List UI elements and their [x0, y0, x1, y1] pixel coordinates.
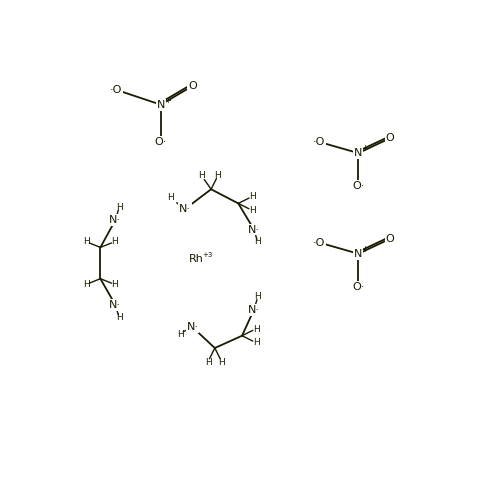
Text: N: N: [353, 249, 362, 259]
Text: N·: N·: [186, 322, 198, 332]
Text: O: O: [385, 133, 394, 143]
Text: N·: N·: [248, 304, 259, 315]
Text: H: H: [252, 338, 259, 347]
Text: N·: N·: [109, 215, 121, 225]
Text: H: H: [111, 280, 118, 289]
Text: N: N: [156, 100, 165, 110]
Text: H: H: [111, 237, 118, 246]
Text: H: H: [115, 203, 122, 212]
Text: N·: N·: [248, 225, 259, 235]
Text: N·: N·: [109, 300, 121, 310]
Text: H: H: [115, 313, 122, 322]
Text: H: H: [254, 292, 261, 301]
Text: H: H: [83, 237, 89, 246]
Text: +: +: [164, 96, 170, 105]
Text: O·: O·: [351, 181, 364, 191]
Text: H: H: [249, 206, 255, 214]
Text: N: N: [353, 148, 362, 158]
Text: O: O: [385, 234, 394, 244]
Text: H: H: [254, 237, 261, 246]
Text: ·O: ·O: [312, 238, 324, 247]
Text: H: H: [198, 170, 205, 180]
Text: +: +: [361, 245, 368, 254]
Text: ·O: ·O: [312, 137, 324, 147]
Text: +: +: [361, 144, 368, 153]
Text: H: H: [167, 193, 174, 202]
Text: H: H: [177, 330, 183, 339]
Text: ·O: ·O: [109, 85, 122, 95]
Text: H: H: [249, 192, 255, 201]
Text: O·: O·: [154, 137, 167, 147]
Text: O: O: [188, 81, 196, 91]
Text: Rh: Rh: [188, 254, 203, 264]
Text: +3: +3: [202, 252, 212, 258]
Text: H: H: [252, 324, 259, 333]
Text: H: H: [204, 358, 211, 367]
Text: N·: N·: [179, 204, 191, 214]
Text: H: H: [83, 280, 89, 289]
Text: O·: O·: [351, 282, 364, 292]
Text: H: H: [218, 358, 225, 367]
Text: H: H: [214, 170, 221, 180]
